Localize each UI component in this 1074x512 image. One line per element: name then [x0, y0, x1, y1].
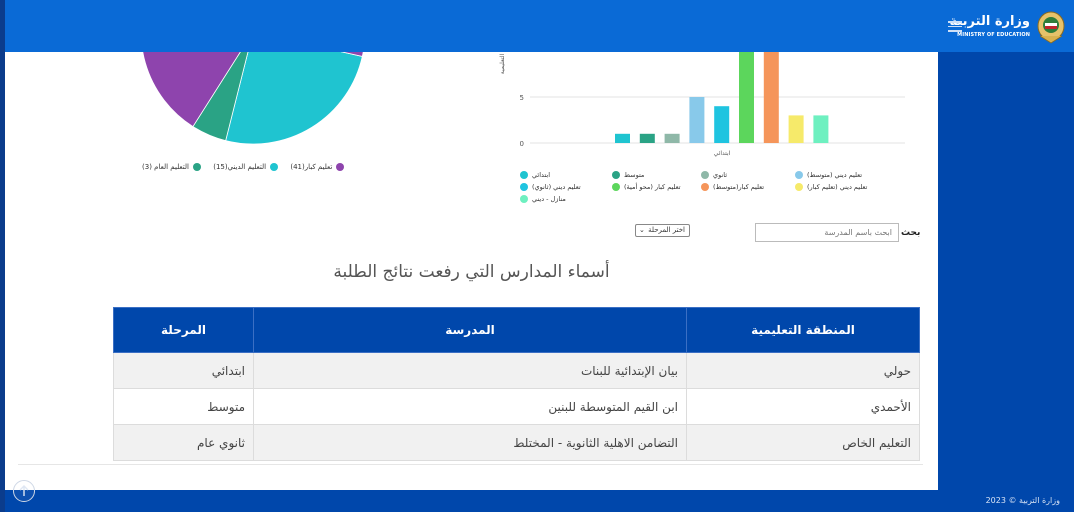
bar-legend-item[interactable]: ابتدائي	[520, 171, 550, 179]
footer-bar	[5, 490, 938, 512]
pie-chart	[141, 52, 365, 145]
results-table: المنطقة التعليمية المدرسة المرحلة حولي ب…	[113, 307, 920, 461]
table-cell: التضامن الاهلية الثانوية - المختلط	[253, 424, 687, 461]
arrow-up-icon	[19, 485, 29, 496]
table-cell: الأحمدي	[686, 388, 920, 425]
left-edge	[0, 0, 5, 512]
bar-legend-item[interactable]: تعليم كبار (محو أمية)	[612, 183, 681, 191]
bar-legend-item[interactable]: ثانوي	[701, 171, 727, 179]
divider	[18, 464, 923, 465]
legend-dot-icon	[701, 171, 709, 179]
logo-arabic-text: وزارة التربية	[949, 14, 1030, 29]
bar-legend-item[interactable]: منازل - ديني	[520, 195, 566, 203]
bar[interactable]	[763, 52, 779, 143]
pie-legend-item[interactable]: تعليم كبار(41)	[290, 163, 345, 171]
ministry-logo[interactable]: وزارة التربية MINISTRY OF EDUCATION	[932, 10, 1066, 44]
table-cell: ثانوي عام	[113, 424, 254, 461]
bar-legend-item[interactable]: تعليم ديني (متوسط)	[795, 171, 862, 179]
bar[interactable]	[639, 133, 655, 143]
bar[interactable]	[788, 115, 804, 143]
bar[interactable]	[615, 133, 630, 143]
bar-legend-label: ابتدائي	[532, 171, 551, 179]
footer-copyright: 2023 © وزارة التربية	[985, 496, 1060, 505]
bar-legend-item[interactable]: تعليم كبار(متوسط)	[701, 183, 764, 191]
legend-dot-icon	[520, 183, 528, 191]
legend-dot-icon	[612, 183, 620, 191]
y-tick-label: 0	[520, 140, 524, 148]
bar[interactable]	[739, 52, 754, 143]
bar[interactable]	[813, 115, 829, 143]
bar-legend-label: ثانوي	[713, 171, 728, 179]
table-row[interactable]: حولي بيان الإبتدائية للبنات ابتدائي	[113, 352, 920, 389]
table-row[interactable]: التعليم الخاص التضامن الاهلية الثانوية -…	[113, 424, 920, 461]
scroll-top-button[interactable]	[13, 480, 35, 502]
bar-legend-item[interactable]: تعليم ديني (ثانوي)	[520, 183, 581, 191]
bar-legend-label: منازل - ديني	[532, 195, 566, 203]
column-header[interactable]: المرحلة	[113, 307, 254, 353]
bar-legend-label: تعليم ديني (ثانوي)	[532, 183, 581, 191]
search-input[interactable]: ابحث باسم المدرسة	[755, 223, 899, 242]
logo-english-text: MINISTRY OF EDUCATION	[957, 32, 1030, 38]
hamburger-menu-icon[interactable]	[948, 21, 962, 33]
legend-dot-icon	[612, 171, 620, 179]
pie-slice[interactable]	[225, 52, 363, 145]
pie-slice[interactable]	[141, 52, 365, 128]
legend-dot-icon	[520, 195, 528, 203]
column-header[interactable]: المدرسة	[253, 307, 687, 353]
x-category-label: ابتدائي	[714, 150, 731, 157]
right-side-panel	[938, 52, 1074, 512]
bar-legend-label: متوسط	[624, 171, 645, 179]
table-cell: ابتدائي	[113, 352, 254, 389]
legend-dot-icon	[795, 183, 803, 191]
legend-dot-icon	[795, 171, 803, 179]
y-tick-label: 5	[520, 94, 524, 102]
bar-chart: 0 5 التعليمية ابتدائي	[499, 52, 905, 157]
results-title: أسماء المدارس التي رفعت نتائج الطلبة	[333, 262, 610, 282]
legend-dot-icon	[192, 163, 201, 171]
bar[interactable]	[664, 133, 680, 143]
top-navbar: وزارة التربية MINISTRY OF EDUCATION	[5, 0, 1074, 52]
chevron-down-icon: ⌄	[639, 226, 645, 234]
table-cell: بيان الإبتدائية للبنات	[253, 352, 687, 389]
legend-dot-icon	[701, 183, 709, 191]
bar-legend-item[interactable]: تعليم ديني (تعليم كبار)	[795, 183, 867, 191]
stage-select-value: اختر المرحلة	[648, 226, 685, 234]
pie-legend-item[interactable]: التعليم الديني(15)	[213, 163, 279, 171]
pie-legend-item[interactable]: التعليم العام (3)	[142, 163, 201, 171]
table-cell: التعليم الخاص	[686, 424, 920, 461]
bar-legend-label: تعليم ديني (متوسط)	[807, 171, 863, 179]
search-label: بحث	[901, 228, 921, 238]
kuwait-emblem-icon	[1037, 11, 1065, 44]
table-cell: ابن القيم المتوسطة للبنين	[253, 388, 687, 425]
bar-legend-label: تعليم ديني (تعليم كبار)	[807, 183, 868, 191]
table-cell: متوسط	[113, 388, 254, 425]
bar-legend-label: تعليم كبار (محو أمية)	[624, 183, 681, 191]
y-axis-label: التعليمية	[499, 53, 506, 74]
legend-dot-icon	[336, 163, 345, 171]
table-header-row: المنطقة التعليمية المدرسة المرحلة	[113, 307, 920, 353]
legend-dot-icon	[520, 171, 528, 179]
pie-legend: تعليم كبار(41) التعليم الديني(15) التعلي…	[142, 163, 345, 171]
pie-legend-label: التعليم الديني(15)	[213, 163, 267, 171]
pie-legend-label: تعليم كبار(41)	[290, 163, 333, 171]
bar-legend-item[interactable]: متوسط	[612, 171, 644, 179]
table-cell: حولي	[686, 352, 920, 389]
table-row[interactable]: الأحمدي ابن القيم المتوسطة للبنين متوسط	[113, 388, 920, 425]
bar[interactable]	[689, 97, 705, 143]
bar-legend-label: تعليم كبار(متوسط)	[713, 183, 765, 191]
legend-dot-icon	[270, 163, 279, 171]
pie-legend-label: التعليم العام (3)	[142, 163, 189, 171]
column-header[interactable]: المنطقة التعليمية	[686, 307, 920, 353]
stage-select[interactable]: اختر المرحلة ⌄	[635, 224, 690, 237]
bar[interactable]	[714, 106, 730, 143]
